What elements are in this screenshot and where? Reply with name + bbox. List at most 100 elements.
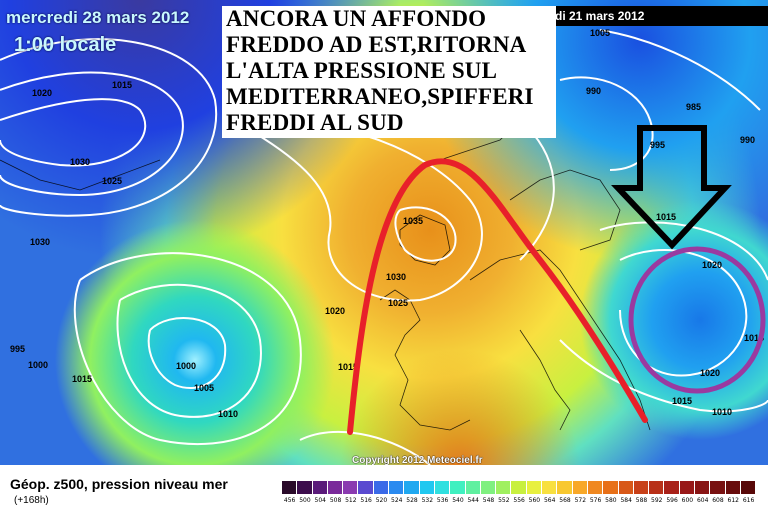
forecast-date: mercredi 28 mars 2012 — [6, 8, 190, 27]
isobar-label: 1030 — [70, 157, 90, 167]
scale-swatch — [557, 481, 573, 494]
scale-swatch — [526, 481, 543, 494]
scale-tick-label: 528 — [406, 497, 418, 504]
scale-swatch — [343, 481, 359, 494]
scale-swatch — [618, 481, 634, 494]
isobar-label: 1020 — [325, 306, 345, 316]
scale-swatch — [465, 481, 481, 494]
scale-swatch — [710, 481, 726, 494]
isobar-label: 1010 — [712, 407, 732, 417]
scale-tick-label: 560 — [528, 497, 541, 504]
scale-swatch — [679, 481, 696, 494]
scale-tick-label: 584 — [620, 497, 632, 504]
isobar-label: 1020 — [700, 368, 720, 378]
scale-swatch — [695, 481, 711, 494]
scale-swatch — [572, 481, 588, 494]
scale-tick-label: 604 — [696, 497, 709, 504]
isobar-label: 1030 — [30, 237, 50, 247]
run-date: di 21 mars 2012 — [555, 6, 768, 26]
headline-line: MEDITERRANEO,SPIFFERI — [226, 84, 534, 109]
scale-tick-label: 576 — [589, 497, 602, 504]
scale-swatch — [434, 481, 451, 494]
headline-line: ANCORA UN AFFONDO — [226, 6, 487, 31]
low-circle — [628, 246, 766, 394]
isobar-label: 1030 — [386, 272, 406, 282]
isobar-label: 1015 — [656, 212, 676, 222]
scale-swatch — [633, 481, 650, 494]
isobar-label: 1015 — [112, 80, 132, 90]
scale-tick-label: 556 — [513, 497, 525, 504]
scale-swatch — [404, 481, 420, 494]
isobar-label: 1015 — [744, 333, 764, 343]
copyright: Copyright 2012 Meteociel.fr — [352, 455, 483, 466]
scale-tick-label: 568 — [559, 497, 571, 504]
scale-tick-label: 608 — [712, 497, 724, 504]
scale-swatch — [587, 481, 604, 494]
scale-tick-label: 564 — [543, 497, 556, 504]
isobar-label: 1025 — [388, 298, 408, 308]
scale-swatch — [725, 481, 741, 494]
scale-swatch — [327, 481, 344, 494]
isobar-label: 1015 — [72, 374, 92, 384]
isobar-label: 1020 — [702, 260, 722, 270]
scale-tick-label: 548 — [482, 497, 495, 504]
forecast-time: 1:00 locale — [14, 34, 117, 56]
scale-tick-label: 592 — [651, 497, 663, 504]
scale-swatch — [450, 481, 466, 494]
scale-swatch — [740, 481, 757, 494]
scale-swatch — [282, 481, 298, 494]
scale-tick-label: 500 — [299, 497, 311, 504]
scale-swatch — [603, 481, 619, 494]
isobar-label: 1005 — [194, 383, 214, 393]
legend-title: Géop. z500, pression niveau mer — [10, 476, 228, 492]
scale-swatch — [664, 481, 680, 494]
isobar-label: 1020 — [32, 88, 52, 98]
isobar-label: 985 — [686, 102, 701, 112]
scale-swatch — [389, 481, 405, 494]
scale-swatch — [496, 481, 512, 494]
scale-tick-label: 524 — [391, 497, 403, 504]
scale-tick-label: 580 — [605, 497, 617, 504]
scale-swatch — [649, 481, 665, 494]
headline-box: ANCORA UN AFFONDO FREDDO AD EST,RITORNA … — [222, 6, 556, 138]
isobar-label: 1025 — [102, 176, 122, 186]
scale-swatch — [297, 481, 313, 494]
isobar-label: 1035 — [403, 216, 423, 226]
scale-tick-label: 512 — [345, 497, 357, 504]
scale-tick-label: 532 — [421, 497, 434, 504]
scale-swatch — [312, 481, 328, 494]
scale-tick-label: 520 — [375, 497, 388, 504]
legend-footer: Géop. z500, pression niveau mer (+168h) … — [0, 465, 768, 512]
scale-tick-label: 552 — [498, 497, 510, 504]
color-scale — [282, 481, 757, 494]
scale-tick-label: 588 — [635, 497, 648, 504]
isobar-label: 990 — [740, 135, 755, 145]
headline-line: FREDDI AL SUD — [226, 110, 404, 135]
scale-swatch — [542, 481, 558, 494]
isobar-label: 1005 — [590, 28, 610, 38]
isobar-label: 995 — [650, 140, 665, 150]
scale-tick-label: 600 — [681, 497, 694, 504]
isobar-label: 1010 — [218, 409, 238, 419]
isobar-label: 990 — [586, 86, 601, 96]
scale-tick-label: 540 — [452, 497, 464, 504]
scale-swatch — [373, 481, 390, 494]
scale-swatch — [480, 481, 497, 494]
headline-line: FREDDO AD EST,RITORNA — [226, 32, 527, 57]
isobar-label: 995 — [10, 344, 25, 354]
cold-arrow-icon — [611, 125, 732, 250]
isobar-label: 1015 — [338, 362, 358, 372]
scale-tick-label: 544 — [467, 497, 479, 504]
legend-subtitle: (+168h) — [14, 495, 49, 506]
scale-tick-label: 516 — [360, 497, 372, 504]
isobar-labels: 1020 1015 1030 1025 1030 995 1000 1015 1… — [10, 28, 764, 419]
scale-tick-label: 508 — [329, 497, 342, 504]
scale-tick-label: 572 — [574, 497, 587, 504]
scale-tick-label: 456 — [283, 497, 296, 504]
scale-tick-label: 596 — [666, 497, 678, 504]
scale-swatch — [419, 481, 435, 494]
scale-tick-label: 536 — [436, 497, 449, 504]
scale-tick-label: 616 — [742, 497, 755, 504]
scale-tick-label: 504 — [314, 497, 326, 504]
ridge-arc — [347, 158, 648, 435]
